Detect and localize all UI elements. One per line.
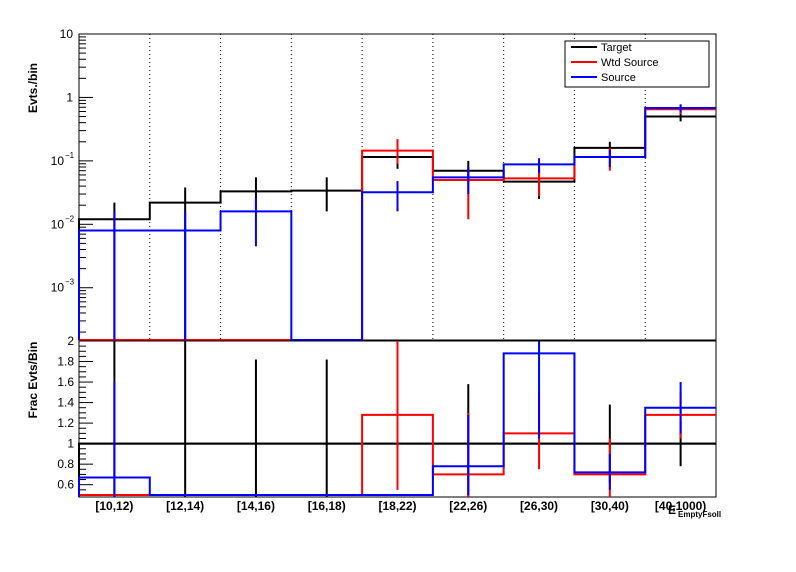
legend-label-target: Target [601, 42, 632, 54]
x-category-label: [26,30) [520, 499, 558, 513]
top-y-axis-title: Evts./bin [26, 63, 40, 113]
x-category-label: [14,16) [237, 499, 275, 513]
x-category-label: [40,1000) [655, 499, 706, 513]
x-category-label: [10,12) [95, 499, 133, 513]
x-category-label: [12,14) [166, 499, 204, 513]
x-category-label: [30,40) [591, 499, 629, 513]
legend-label-wtd-source: Wtd Source [601, 57, 658, 69]
top-y-tick-label: 10 [51, 217, 65, 231]
top-y-tick-exponent: −2 [65, 214, 75, 223]
bottom-y-tick-label: 0.6 [57, 478, 74, 492]
bottom-panel: 0.6 0.8 1 1.2 1.4 1.6 1.8 2 Frac Evts/Bin [10,1… [26, 334, 721, 519]
x-category-labels: [10,12) [12,14) [14,16) [16,18) [18,22) [22,2… [95, 499, 706, 513]
bottom-y-tick-label: 1.6 [57, 375, 74, 389]
bottom-y-tick-label: 1 [67, 437, 74, 451]
x-axis-title: E [668, 503, 676, 517]
top-plot-frame [78, 33, 717, 341]
bottom-y-tick-label: 0.8 [57, 457, 74, 471]
top-y-minor-ticks [79, 36, 86, 333]
bottom-series-layer [78, 341, 716, 497]
legend: Target Wtd Source Source [564, 40, 710, 88]
x-category-label: [18,22) [378, 499, 416, 513]
bottom-y-tick-label: 1.8 [57, 355, 74, 369]
top-y-tick-exponent: −1 [65, 151, 75, 160]
x-axis-title-subscript: EmptyFsoll [678, 510, 721, 519]
top-y-tick-exponent: −3 [65, 278, 75, 287]
bottom-y-tick-label: 2 [67, 334, 74, 348]
top-series-layer [78, 104, 716, 341]
legend-label-source: Source [601, 72, 636, 84]
bottom-y-tick-label: 1.4 [57, 396, 74, 410]
top-y-tick-label: 10 [51, 281, 65, 295]
top-y-tick-label: 10 [60, 27, 74, 41]
bottom-y-axis-ticks: 0.6 0.8 1 1.2 1.4 1.6 1.8 2 [57, 334, 93, 492]
bottom-y-axis-title: Frac Evts/Bin [26, 342, 40, 419]
top-y-tick-label: 1 [66, 90, 73, 104]
x-category-label: [22,26) [449, 499, 487, 513]
x-category-label: [16,18) [308, 499, 346, 513]
legend-box [564, 40, 710, 88]
top-y-tick-label: 10 [51, 154, 65, 168]
bottom-y-tick-label: 1.2 [57, 416, 74, 430]
